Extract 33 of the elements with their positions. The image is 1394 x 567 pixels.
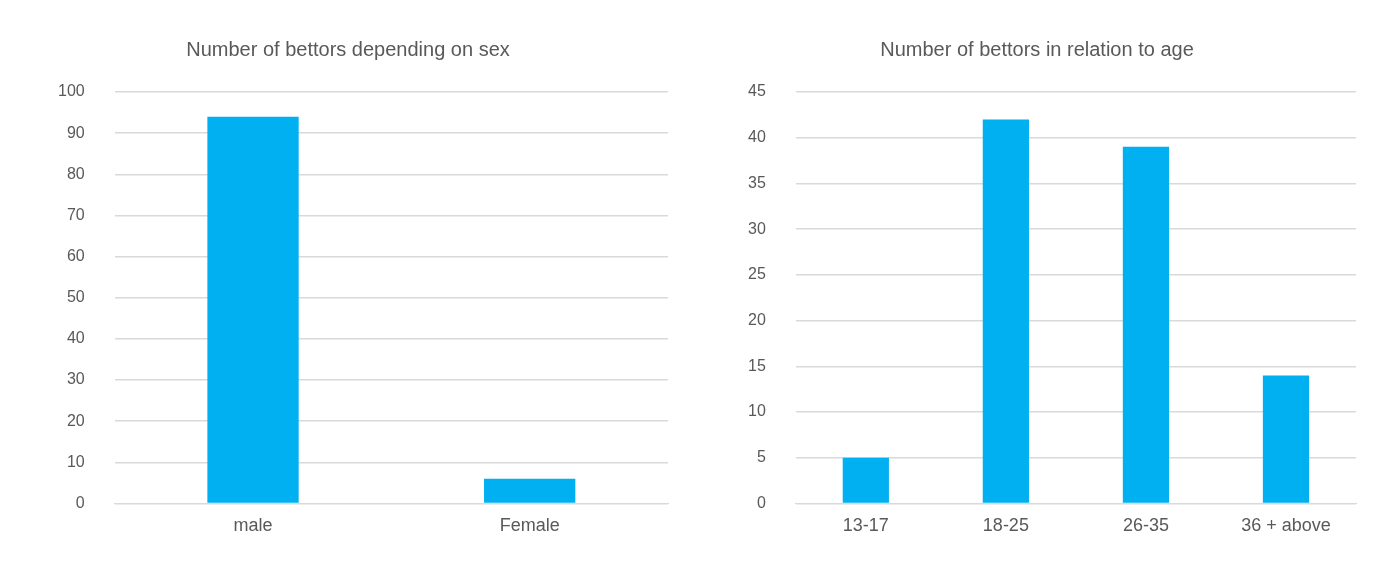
x-tick-label: 18-25 bbox=[982, 515, 1029, 536]
bar bbox=[1122, 146, 1170, 503]
chart-title: Number of bettors in relation to age bbox=[880, 37, 1194, 60]
y-tick-label: 10 bbox=[748, 402, 766, 420]
y-tick-label: 0 bbox=[75, 493, 85, 511]
x-tick-label: 36 + above bbox=[1241, 515, 1331, 536]
y-tick-label: 40 bbox=[748, 128, 766, 146]
y-tick-label: 25 bbox=[748, 265, 766, 283]
y-tick-label: 30 bbox=[748, 219, 766, 237]
y-tick-label: 40 bbox=[66, 329, 85, 347]
y-tick-label: 35 bbox=[748, 173, 766, 191]
y-tick-label: 5 bbox=[756, 448, 766, 466]
x-tick-label: male bbox=[233, 515, 273, 536]
y-tick-label: 30 bbox=[66, 370, 85, 388]
y-tick-label: 80 bbox=[66, 164, 85, 182]
x-tick-label: 26-35 bbox=[1122, 515, 1169, 536]
y-tick-label: 70 bbox=[66, 205, 85, 223]
y-tick-label: 20 bbox=[66, 411, 85, 429]
bar bbox=[842, 457, 889, 503]
y-tick-label: 15 bbox=[748, 356, 766, 374]
y-tick-label: 50 bbox=[66, 288, 85, 306]
x-tick-label: Female bbox=[499, 515, 560, 536]
y-tick-label: 100 bbox=[57, 82, 85, 100]
y-tick-label: 0 bbox=[756, 493, 766, 511]
chart-title: Number of bettors depending on sex bbox=[186, 37, 510, 60]
bar bbox=[1262, 375, 1310, 503]
x-tick-label: 13-17 bbox=[842, 515, 889, 536]
bar bbox=[982, 119, 1029, 503]
y-tick-label: 10 bbox=[66, 452, 85, 470]
y-tick-label: 90 bbox=[66, 123, 85, 141]
y-tick-label: 20 bbox=[748, 310, 766, 328]
y-tick-label: 45 bbox=[748, 82, 766, 100]
y-tick-label: 60 bbox=[66, 246, 85, 264]
